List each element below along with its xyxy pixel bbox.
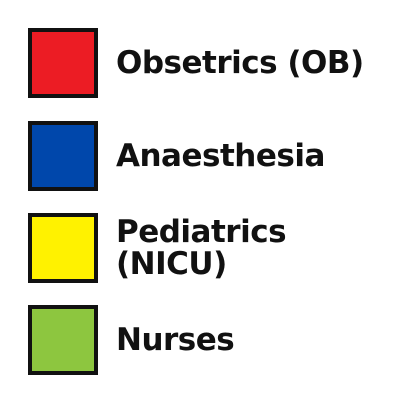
legend-item-anaesthesia: Anaesthesia <box>28 121 325 191</box>
legend-swatch-blue <box>28 121 98 191</box>
legend-swatch-red <box>28 28 98 98</box>
legend-label-line: Nurses <box>116 322 235 358</box>
legend-label-anaesthesia: Anaesthesia <box>116 140 325 172</box>
legend-item-nurses: Nurses <box>28 305 235 375</box>
legend-label-obstetrics: Obsetrics (OB) <box>116 47 364 79</box>
legend-label-nurses: Nurses <box>116 322 235 358</box>
legend-label-line: Anaesthesia <box>116 138 325 174</box>
legend-label-line: Obsetrics (OB) <box>116 45 364 81</box>
legend-label-line: (NICU) <box>116 246 227 282</box>
legend-label-line: Pediatrics <box>116 214 287 250</box>
legend-swatch-green <box>28 305 98 375</box>
legend-item-pediatrics: Pediatrics (NICU) <box>28 213 287 283</box>
legend-item-obstetrics: Obsetrics (OB) <box>28 28 364 98</box>
legend-label-pediatrics: Pediatrics (NICU) <box>116 214 287 282</box>
legend-swatch-yellow <box>28 213 98 283</box>
